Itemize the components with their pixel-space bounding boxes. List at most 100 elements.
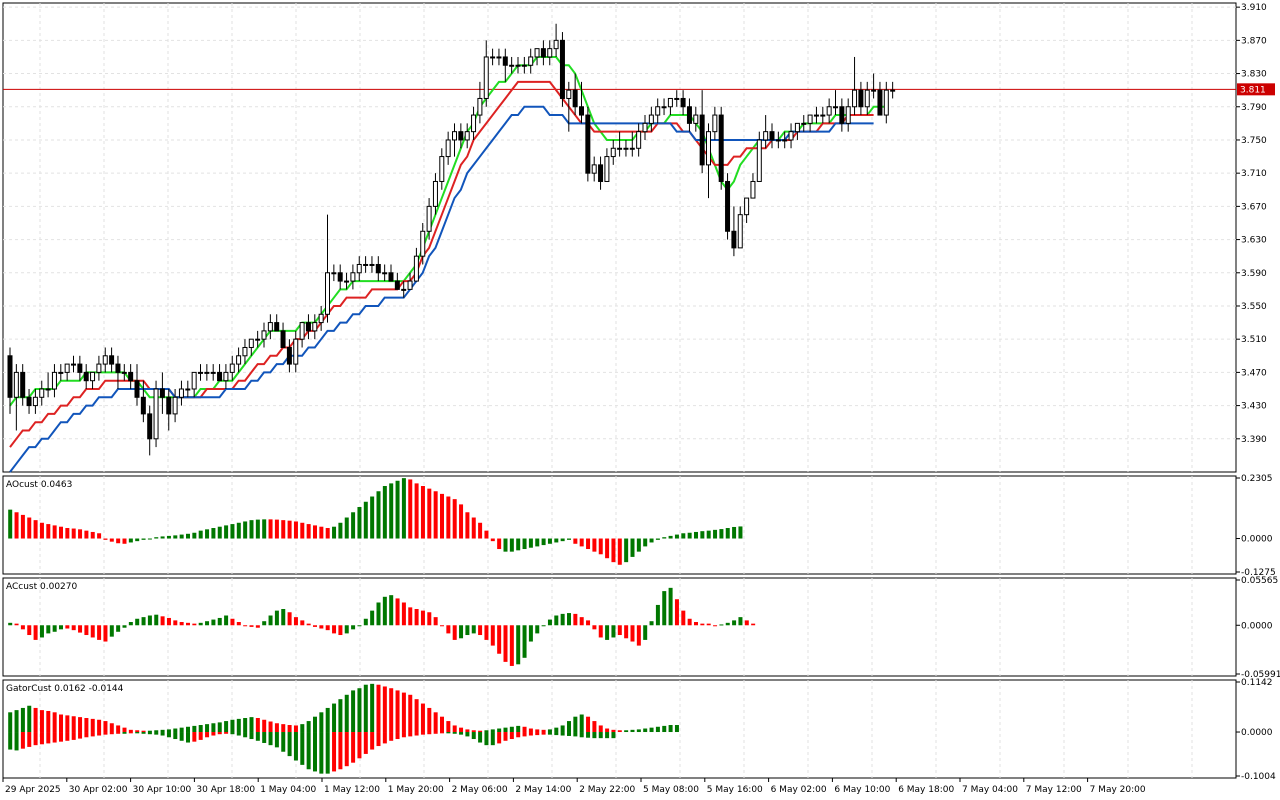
ao-panel-bar (357, 507, 362, 539)
ao-panel-bar (160, 536, 165, 539)
gator-panel-lower-bar (217, 732, 222, 735)
ac-panel-bar (262, 621, 267, 626)
ao-panel-bar (268, 519, 273, 539)
gator-panel-lower-bar (440, 732, 444, 734)
ac-panel-bar (287, 612, 292, 626)
gator-panel-lower-bar (205, 732, 210, 738)
candle-body (686, 106, 692, 124)
gator-panel-upper-bar (497, 728, 502, 733)
x-tick-label: 1 May 12:00 (324, 785, 380, 795)
candle-body (572, 89, 578, 108)
ac-panel-bar (192, 623, 197, 626)
ao-panel-bar (414, 483, 419, 539)
ao-panel-bar (78, 529, 83, 539)
gator-panel-upper-bar (65, 715, 70, 733)
ao-panel-bar (192, 532, 197, 539)
ac-panel-bar (344, 625, 349, 634)
candle-body (471, 114, 477, 133)
current-price-tag (1237, 83, 1275, 96)
ao-panel-bar (497, 538, 502, 550)
gator-panel-lower-bar (414, 732, 419, 736)
candle-body (763, 131, 769, 141)
gator-panel-lower-bar (522, 732, 527, 737)
gator-panel-upper-bar (395, 690, 400, 733)
ac-panel-bar (598, 625, 603, 638)
ac-panel-bar (630, 625, 635, 642)
candle-body (64, 363, 70, 373)
candle-body (413, 255, 419, 282)
ac-panel-bar (135, 618, 140, 626)
gator-panel-lower-bar (598, 732, 603, 739)
ao-panel-bar (516, 538, 521, 551)
gator-panel-upper-bar (541, 729, 546, 733)
candle-body (667, 97, 673, 108)
candle-body (636, 131, 642, 149)
ao-panel-bar (420, 486, 425, 539)
candle-body (325, 272, 330, 315)
ac-panel-bar (116, 625, 121, 632)
candle-body (121, 371, 127, 374)
gator-panel-upper-bar (39, 710, 44, 733)
gator-panel-lower-bar (147, 732, 152, 735)
candle-body (839, 106, 845, 124)
ao-panel-bar (738, 526, 743, 539)
ao-panel-bar (382, 486, 387, 539)
gator-panel-lower-bar (541, 732, 546, 735)
ao-panel-bar (408, 479, 413, 539)
ao-panel-bar (71, 528, 76, 539)
gator-panel-upper-bar (14, 710, 19, 733)
ac-panel-bar (452, 625, 457, 640)
y-tick-label: 3.390 (1241, 435, 1267, 445)
gator-panel-upper-bar (135, 730, 140, 733)
ac-panel-bar (547, 619, 552, 626)
gator-panel-upper-bar (471, 730, 476, 733)
gator-panel-lower-bar (611, 732, 616, 739)
ac-panel-bar (382, 596, 387, 626)
gator-panel-upper-bar (211, 723, 216, 733)
gator-panel-lower-bar (484, 732, 489, 746)
candle-body (477, 97, 483, 116)
ao-panel-bar (230, 524, 235, 539)
ac-panel-bar (706, 623, 711, 626)
ao-panel-bar (655, 538, 660, 540)
gator-panel-upper-bar (147, 730, 152, 733)
gator-panel-upper-bar (128, 729, 133, 733)
ao-panel-bar (484, 530, 489, 539)
ac-panel-bar (59, 625, 63, 630)
gator-panel-upper-bar (617, 730, 622, 733)
gator-panel-upper-bar (300, 724, 305, 733)
ao-panel-bar (528, 538, 533, 548)
ao-panel-bar (617, 538, 622, 565)
candle-body (579, 106, 584, 116)
y-tick-label: 3.510 (1241, 335, 1267, 345)
ac-panel-bar (554, 615, 559, 626)
gator-panel-upper-bar (90, 718, 95, 733)
gator-panel-upper-bar (598, 725, 603, 733)
candle-body (223, 371, 229, 382)
ac-panel-bar (662, 591, 667, 626)
gator-panel-upper-bar (554, 727, 559, 733)
ac-panel-bar (459, 625, 464, 639)
candle-body (159, 388, 165, 398)
gator-panel-upper-bar (236, 718, 241, 733)
ao-panel-bar (573, 538, 578, 544)
gator-panel-lower-bar (166, 732, 171, 738)
gator-panel-lower-bar (408, 732, 413, 737)
gator-panel-lower-bar (14, 732, 19, 751)
ac-panel-bar (243, 625, 248, 627)
ac-panel-bar (27, 625, 32, 636)
x-tick-label: 6 May 02:00 (771, 785, 827, 795)
ac-panel-bar (522, 625, 527, 658)
candle-body (737, 214, 743, 249)
gator-panel-upper-bar (20, 707, 25, 733)
y-tick-label: -0.1275 (1241, 568, 1276, 578)
candle-body (452, 131, 457, 141)
gator-panel-lower-bar (211, 732, 216, 736)
candle-body (858, 89, 864, 108)
ac-panel-bar (465, 625, 470, 636)
ao-panel-bar (560, 538, 565, 542)
ao-panel-bar (59, 526, 63, 539)
gator-panel-lower-bar (605, 732, 610, 739)
ao-panel-bar (547, 538, 552, 544)
gator-panel-upper-bar (109, 723, 114, 733)
